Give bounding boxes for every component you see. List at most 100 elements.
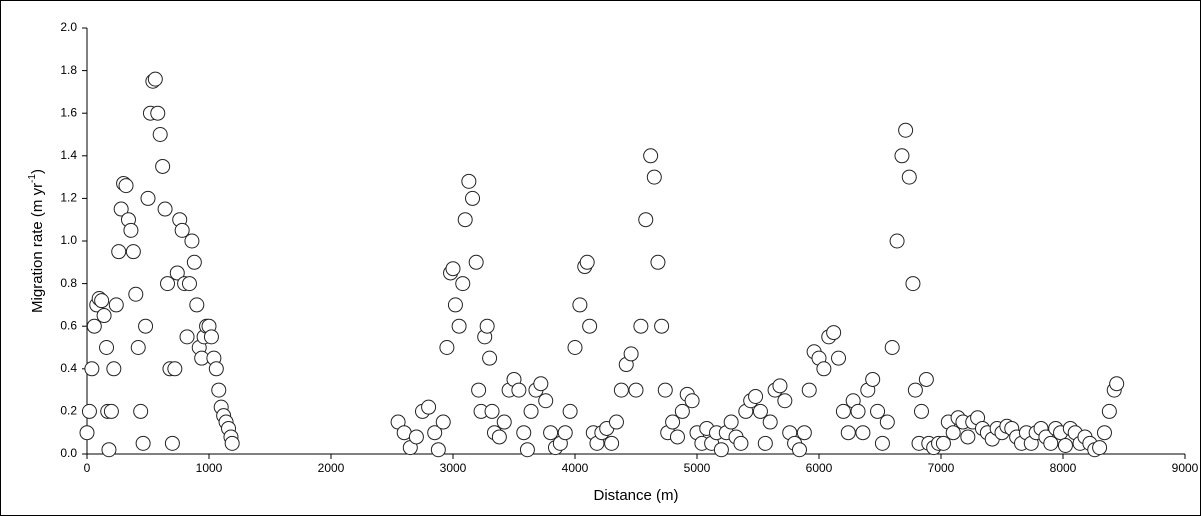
point	[208, 361, 224, 377]
point	[408, 429, 424, 445]
point	[777, 393, 793, 409]
point	[118, 178, 134, 194]
point	[907, 382, 923, 398]
point	[439, 340, 455, 355]
point	[855, 425, 871, 441]
point	[79, 425, 95, 441]
point	[791, 442, 807, 458]
point	[203, 329, 219, 345]
point	[523, 403, 539, 419]
point	[152, 127, 168, 142]
y-tick-label: 1.0	[60, 233, 77, 247]
point	[533, 376, 549, 392]
point	[186, 254, 202, 270]
y-axis-title-sup: -1	[27, 174, 38, 183]
point	[772, 378, 788, 394]
point	[579, 254, 595, 270]
point	[179, 329, 195, 345]
point	[835, 403, 851, 419]
point	[894, 148, 910, 164]
point	[831, 350, 847, 366]
point	[224, 435, 240, 451]
point	[516, 425, 532, 441]
point	[461, 173, 477, 189]
point	[796, 425, 812, 441]
point	[960, 429, 976, 445]
point	[684, 393, 700, 409]
point	[850, 403, 866, 419]
y-tick-label: 1.6	[60, 105, 77, 119]
point	[567, 340, 583, 355]
point	[479, 318, 495, 334]
y-axis-title: Migration rate (m yr-1)	[27, 169, 46, 313]
x-tick-label: 8000	[1050, 461, 1077, 475]
point	[643, 148, 659, 164]
x-tick-label: 2000	[318, 461, 345, 475]
point	[130, 340, 146, 355]
point	[421, 399, 437, 415]
point	[457, 212, 473, 228]
point	[801, 382, 817, 398]
point	[945, 425, 961, 441]
point	[484, 403, 500, 419]
point	[557, 425, 573, 441]
point	[181, 276, 197, 292]
point	[674, 403, 690, 419]
point	[1057, 437, 1073, 453]
point	[135, 435, 151, 451]
point	[889, 233, 905, 249]
point	[471, 382, 487, 398]
point	[113, 201, 129, 217]
y-tick-label: 1.2	[60, 191, 77, 205]
point	[435, 414, 451, 430]
x-axis-title: Distance (m)	[593, 487, 678, 504]
point	[84, 361, 100, 377]
point	[211, 382, 227, 398]
point	[901, 169, 917, 185]
point	[445, 261, 461, 277]
x-tick-label: 3000	[440, 461, 467, 475]
y-axis-title-end: )	[29, 169, 46, 174]
x-tick-label: 7000	[928, 461, 955, 475]
point	[654, 318, 670, 334]
point	[94, 293, 110, 309]
point	[905, 276, 921, 292]
y-tick-label: 1.8	[60, 63, 77, 77]
point	[138, 318, 154, 334]
point	[164, 435, 180, 451]
y-tick-label: 0.4	[60, 361, 77, 375]
point	[638, 212, 654, 228]
point	[140, 190, 156, 206]
point	[913, 403, 929, 419]
point	[455, 276, 471, 292]
x-tick-label: 4000	[562, 461, 589, 475]
point	[150, 105, 166, 121]
point	[99, 340, 115, 355]
point	[133, 403, 149, 419]
point	[604, 435, 620, 451]
point	[884, 340, 900, 355]
y-tick-label: 0.8	[60, 276, 77, 290]
point	[748, 388, 764, 404]
point	[713, 442, 729, 458]
point	[874, 435, 890, 451]
point	[451, 318, 467, 334]
point	[103, 403, 119, 419]
point	[543, 425, 559, 441]
point	[1109, 376, 1125, 392]
point	[174, 222, 190, 238]
point	[665, 414, 681, 430]
point	[184, 233, 200, 249]
point	[86, 318, 102, 334]
point	[562, 403, 578, 419]
point	[519, 442, 535, 458]
point	[623, 346, 639, 362]
point	[101, 442, 117, 458]
y-tick-label: 0.6	[60, 318, 77, 332]
point	[935, 435, 951, 451]
point	[650, 254, 666, 270]
point	[1096, 425, 1112, 441]
point	[511, 382, 527, 398]
x-tick-label: 6000	[806, 461, 833, 475]
